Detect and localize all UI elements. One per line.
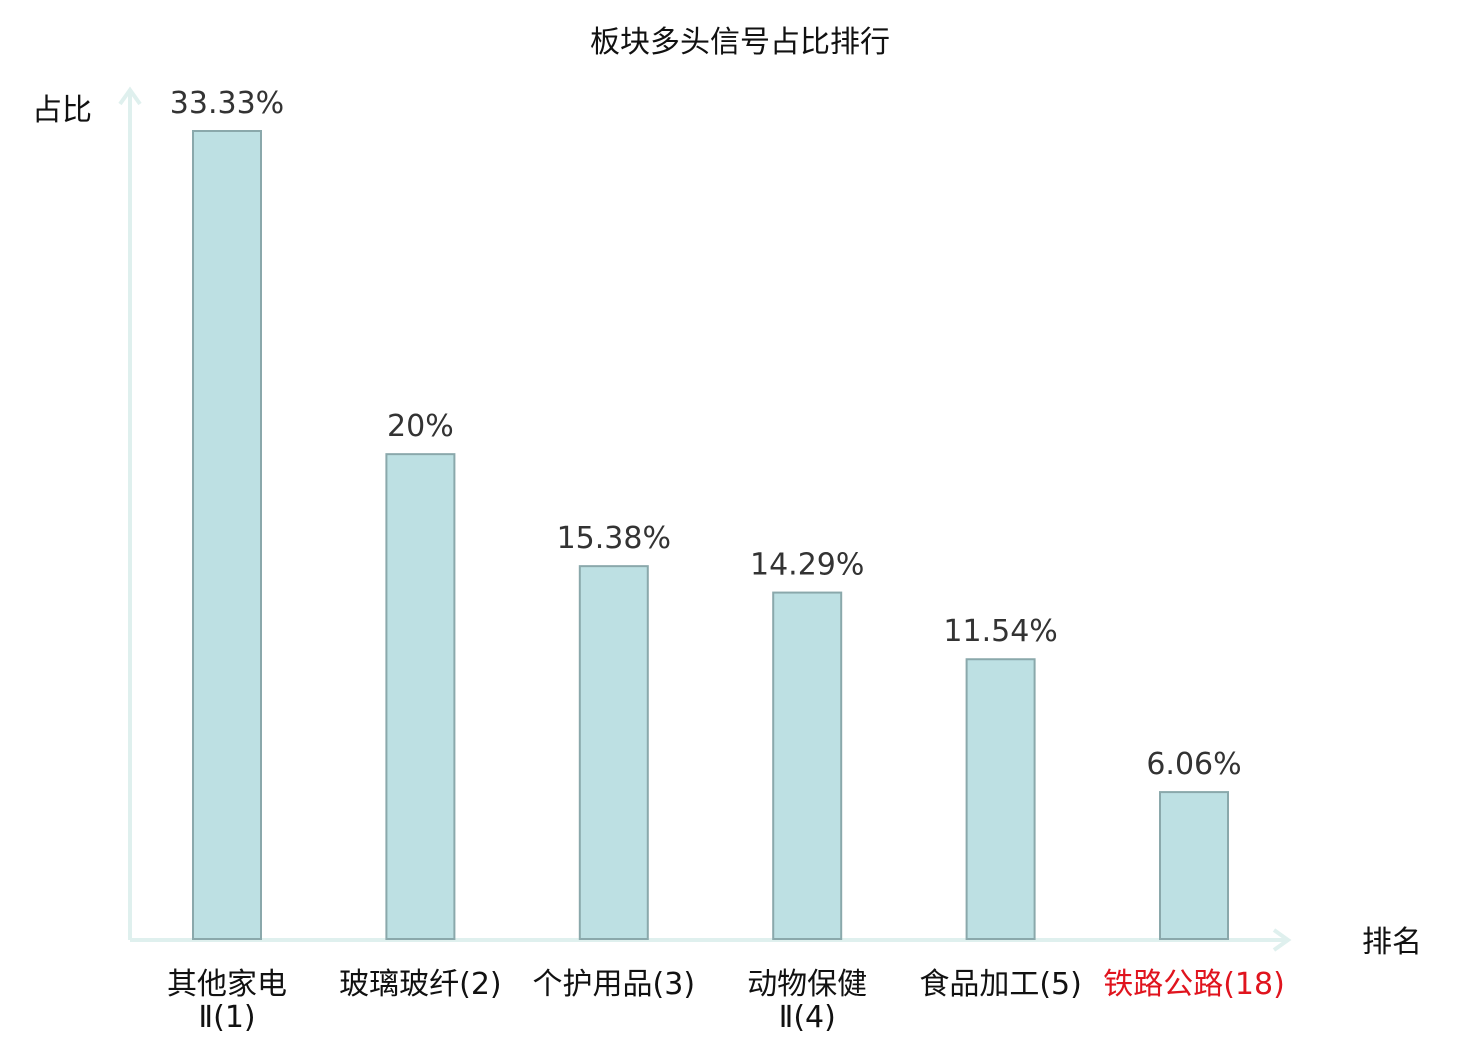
y-axis-arrow xyxy=(118,86,142,106)
x-tick-label: 玻璃玻纤(2) xyxy=(339,967,502,1002)
bar xyxy=(965,658,1036,940)
bar-value-label: 11.54% xyxy=(943,614,1057,649)
bar-group xyxy=(192,130,1229,940)
bar-value-label: 6.06% xyxy=(1146,747,1241,782)
x-tick-label: 个护用品(3) xyxy=(533,967,696,1002)
x-axis-label: 排名 xyxy=(1362,925,1422,960)
bar xyxy=(385,453,456,940)
value-label-group: 33.33% 20% 15.38% 14.29% 11.54% 6.06% xyxy=(170,86,1242,782)
bar-value-label: 33.33% xyxy=(170,86,284,121)
x-axis-arrow xyxy=(1272,928,1292,952)
x-tick-label: 其他家电 xyxy=(167,967,287,1002)
bar xyxy=(192,130,262,940)
x-tick-label: 铁路公路(18) xyxy=(1103,967,1285,1002)
chart-axes xyxy=(118,86,1292,952)
bar-value-label: 20% xyxy=(387,409,454,444)
bar xyxy=(578,565,649,940)
y-axis-label: 占比 xyxy=(32,93,92,128)
x-tick-label: Ⅱ(4) xyxy=(779,1000,836,1035)
bar xyxy=(1159,791,1229,940)
x-tick-label: 食品加工(5) xyxy=(919,967,1082,1002)
x-tick-label: Ⅱ(1) xyxy=(198,1000,255,1035)
chart-title: 板块多头信号占比排行 xyxy=(590,25,890,60)
bar-value-label: 14.29% xyxy=(750,548,864,583)
bar-value-label: 15.38% xyxy=(557,521,671,556)
bar xyxy=(772,591,843,940)
x-tick-label: 动物保健 xyxy=(747,967,867,1002)
